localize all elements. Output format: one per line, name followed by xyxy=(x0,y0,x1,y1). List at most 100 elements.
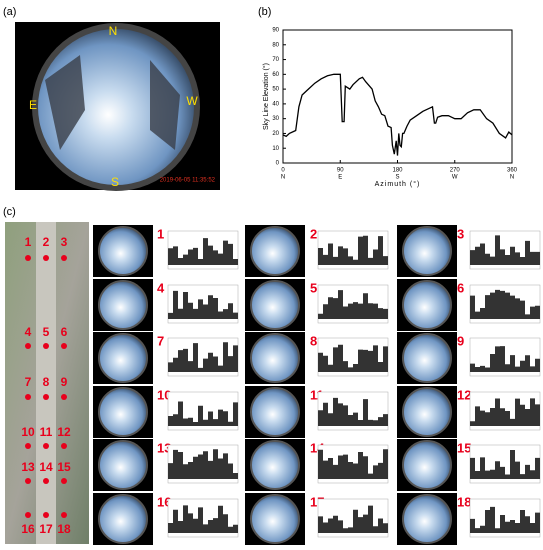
building xyxy=(45,55,180,150)
point-label: 5 xyxy=(43,325,50,339)
point-marker xyxy=(25,255,31,261)
thumb-label: 9 xyxy=(457,333,464,348)
thumb-fisheye xyxy=(402,387,452,437)
thumb-skyline xyxy=(168,401,238,426)
point-marker xyxy=(25,478,31,484)
point-label: 17 xyxy=(39,522,53,536)
point-marker xyxy=(43,255,49,261)
point-marker xyxy=(61,394,67,400)
direction: E xyxy=(29,98,37,112)
y-tick-label: 30 xyxy=(272,116,279,122)
thumb-fisheye xyxy=(402,333,452,383)
point-label: 18 xyxy=(57,522,71,536)
thumb-label: 3 xyxy=(457,226,464,241)
thumb-fisheye xyxy=(250,494,300,544)
thumb-fisheye xyxy=(98,387,148,437)
point-marker xyxy=(43,512,49,518)
plot-frame xyxy=(282,29,513,164)
point-marker xyxy=(25,443,31,449)
y-tick-label: 60 xyxy=(272,72,279,78)
thumb-skyline xyxy=(168,238,238,265)
point-marker xyxy=(61,478,67,484)
point-marker xyxy=(61,443,67,449)
point-marker xyxy=(43,478,49,484)
thumb-label: 1 xyxy=(157,226,164,241)
thumb-fisheye xyxy=(250,226,300,276)
y-tick-label: 10 xyxy=(272,146,279,152)
thumb-fisheye xyxy=(402,280,452,330)
point-label: 16 xyxy=(21,522,35,536)
thumb-skyline xyxy=(318,344,388,372)
thumb-skyline xyxy=(168,290,238,319)
y-axis-label: Sky Line Elevation (°) xyxy=(262,63,270,130)
thumb-skyline xyxy=(168,342,238,372)
y-tick-label: 90 xyxy=(272,28,279,34)
panel-label: (a) xyxy=(3,6,16,18)
point-marker xyxy=(61,343,67,349)
point-label: 15 xyxy=(57,460,71,474)
panel-label: (b) xyxy=(258,6,271,18)
thumb-skyline xyxy=(470,506,540,533)
thumb-fisheye xyxy=(250,333,300,383)
thumb-label: 18 xyxy=(457,494,471,509)
thumb-fisheye xyxy=(98,226,148,276)
thumb-fisheye xyxy=(250,280,300,330)
point-label: 2 xyxy=(43,235,50,249)
direction: W xyxy=(186,94,198,108)
x-tick-label: 180 xyxy=(392,168,403,174)
x-tick-label: 90 xyxy=(337,168,344,174)
thumb-fisheye xyxy=(98,280,148,330)
thumb-skyline xyxy=(470,450,540,479)
thumb-fisheye xyxy=(402,440,452,490)
x-tick-direction: S xyxy=(395,175,399,181)
thumb-skyline xyxy=(318,235,388,265)
point-label: 12 xyxy=(57,425,71,439)
thumb-skyline xyxy=(168,505,238,533)
road xyxy=(36,222,56,544)
panel-label: (c) xyxy=(3,206,16,218)
point-marker xyxy=(61,255,67,261)
thumb-label: 5 xyxy=(310,280,317,295)
thumb-skyline xyxy=(318,449,388,479)
point-marker xyxy=(43,343,49,349)
timestamp: 2019-06-05 11:35:52 xyxy=(160,178,216,184)
x-tick-direction: W xyxy=(452,175,458,181)
thumb-fisheye xyxy=(98,333,148,383)
thumb-fisheye xyxy=(402,494,452,544)
point-label: 3 xyxy=(61,235,68,249)
thumb-fisheye xyxy=(250,387,300,437)
point-marker xyxy=(61,512,67,518)
thumb-skyline xyxy=(470,235,540,265)
thumb-label: 15 xyxy=(457,440,471,455)
point-label: 4 xyxy=(25,325,32,339)
point-marker xyxy=(25,512,31,518)
point-marker xyxy=(25,343,31,349)
x-tick-label: 360 xyxy=(507,168,518,174)
x-tick-label: 270 xyxy=(450,168,461,174)
x-tick-label: 0 xyxy=(281,168,285,174)
thumb-skyline xyxy=(470,346,540,372)
direction: S xyxy=(111,175,119,189)
point-label: 10 xyxy=(21,425,35,439)
y-tick-label: 20 xyxy=(272,131,279,137)
thumb-fisheye xyxy=(98,440,148,490)
thumb-label: 8 xyxy=(310,333,317,348)
point-label: 9 xyxy=(61,375,68,389)
thumb-label: 6 xyxy=(457,280,464,295)
thumb-skyline xyxy=(318,290,388,319)
point-label: 11 xyxy=(40,425,53,439)
x-tick-direction: E xyxy=(338,175,342,181)
thumb-fisheye xyxy=(250,440,300,490)
skyline xyxy=(282,73,513,156)
thumb-fisheye xyxy=(98,494,148,544)
point-label: 6 xyxy=(61,325,68,339)
thumb-label: 2 xyxy=(310,226,317,241)
thumb-skyline xyxy=(470,289,540,319)
point-label: 14 xyxy=(39,460,53,474)
point-label: 7 xyxy=(25,375,32,389)
thumb-skyline xyxy=(168,449,238,479)
thumb-label: 7 xyxy=(157,333,164,348)
thumb-skyline xyxy=(470,398,540,426)
y-tick-label: 0 xyxy=(276,161,280,167)
point-marker xyxy=(25,394,31,400)
